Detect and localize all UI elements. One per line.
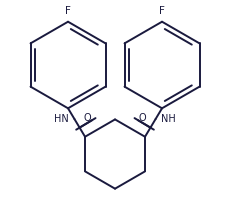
Text: O: O (84, 113, 91, 123)
Text: HN: HN (54, 114, 69, 124)
Text: NH: NH (161, 114, 176, 124)
Text: F: F (159, 6, 165, 15)
Text: O: O (139, 113, 146, 123)
Text: F: F (65, 6, 71, 15)
